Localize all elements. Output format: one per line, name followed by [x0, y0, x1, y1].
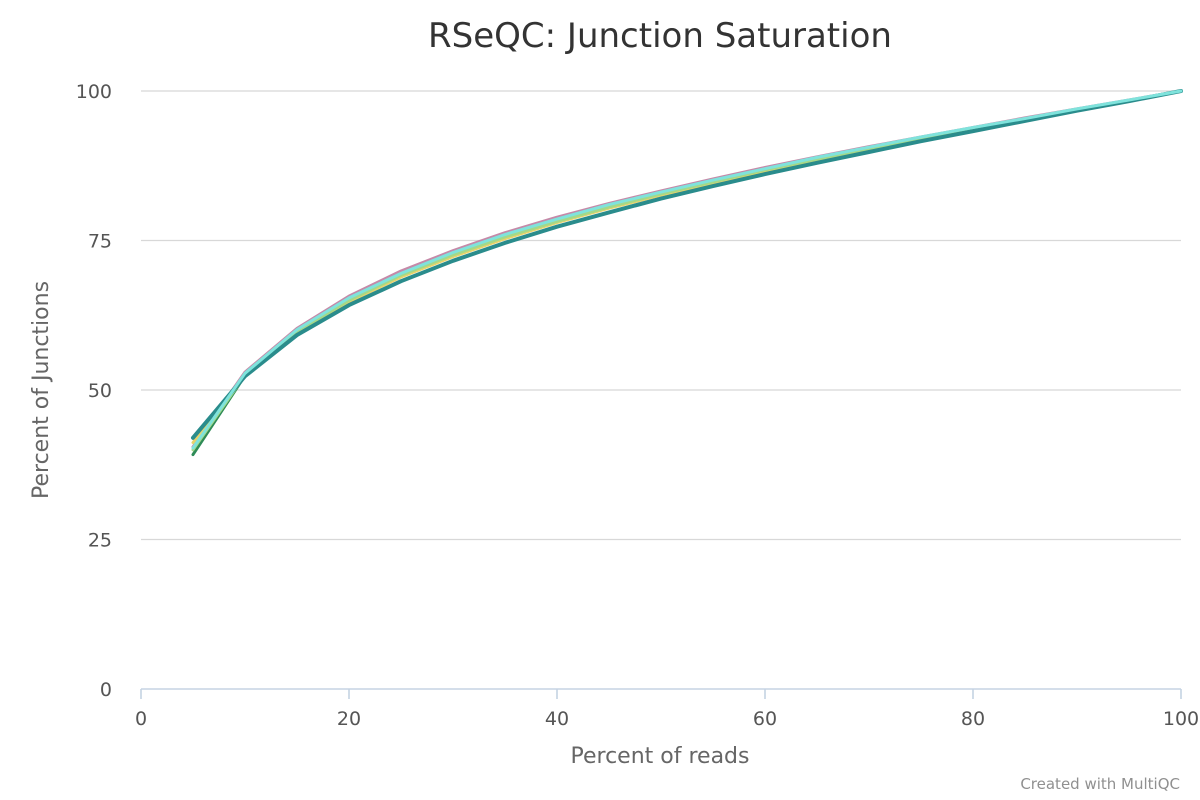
y-tick-labels: 0 25 50 75 100	[76, 81, 112, 701]
y-tick-label: 50	[88, 380, 112, 402]
series-line-5[interactable]	[191, 89, 1183, 440]
y-tick-label: 0	[100, 679, 112, 701]
y-tick-label: 100	[76, 81, 112, 103]
x-axis-label: Percent of reads	[571, 744, 750, 769]
x-tick-label: 20	[337, 708, 361, 730]
y-axis-label: Percent of Junctions	[29, 281, 54, 499]
chart-title: RSeQC: Junction Saturation	[428, 16, 892, 56]
x-tick-label: 80	[961, 708, 985, 730]
credit-text[interactable]: Created with MultiQC	[1020, 775, 1180, 793]
x-tick-label: 0	[135, 708, 147, 730]
x-tick-label: 100	[1163, 708, 1199, 730]
x-tick-labels: 0 20 40 60 80 100	[135, 689, 1199, 730]
series-line-1[interactable]	[191, 89, 1183, 449]
y-tick-label: 25	[88, 530, 112, 552]
y-tick-label: 75	[88, 231, 112, 253]
x-tick-label: 60	[753, 708, 777, 730]
x-tick-label: 40	[545, 708, 569, 730]
series-line-2[interactable]	[191, 89, 1183, 457]
series-lines	[191, 89, 1183, 457]
series-line-4[interactable]	[191, 89, 1183, 452]
grid-lines	[141, 90, 1181, 541]
series-line-6[interactable]	[191, 89, 1183, 450]
